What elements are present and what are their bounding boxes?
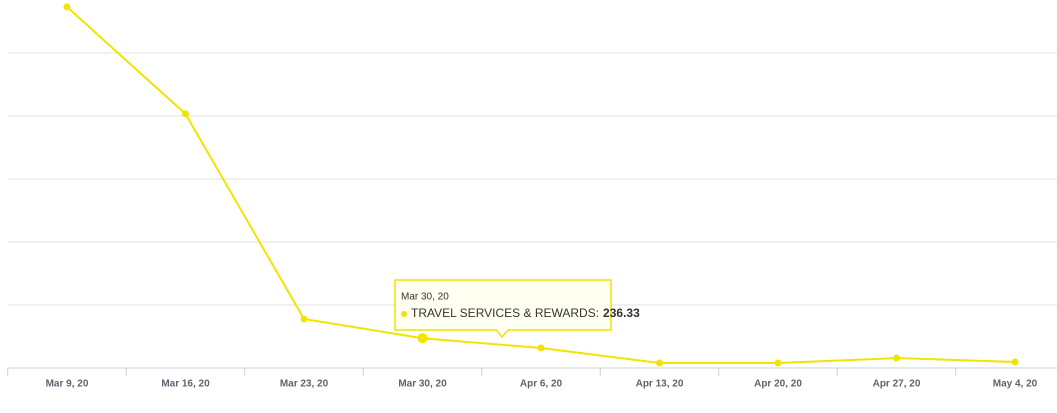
x-tick-label: Mar 9, 20 (46, 379, 89, 390)
point (656, 359, 663, 367)
tooltip-marker (401, 311, 407, 317)
tooltip-label: TRAVEL SERVICES & REWARDS: (411, 306, 599, 320)
point (537, 344, 545, 352)
point (774, 359, 782, 367)
point (893, 354, 900, 362)
x-tick-label: Mar 23, 20 (280, 379, 329, 390)
point (417, 333, 428, 344)
point (1011, 358, 1019, 366)
x-tick-label: Apr 27, 20 (873, 379, 921, 390)
x-tick-label: Apr 6, 20 (520, 379, 563, 390)
point (182, 110, 189, 118)
point (63, 3, 71, 11)
x-tick-label: May 4, 20 (993, 379, 1038, 390)
x-tick-label: Mar 16, 20 (161, 379, 210, 390)
tooltip-text: TRAVEL SERVICES & REWARDS: 236.33 (411, 306, 640, 320)
point (300, 315, 308, 323)
tooltip: Mar 30, 20 TRAVEL SERVICES & REWARDS: 236.… (394, 279, 640, 339)
tooltip-date: Mar 30, 20 (401, 292, 449, 303)
x-tick-label: Mar 30, 20 (398, 379, 447, 390)
tooltip-box (394, 279, 612, 339)
x-tick-label: Apr 20, 20 (754, 379, 802, 390)
tooltip-value: 236.33 (603, 306, 640, 320)
x-tick-label: Apr 13, 20 (636, 379, 684, 390)
